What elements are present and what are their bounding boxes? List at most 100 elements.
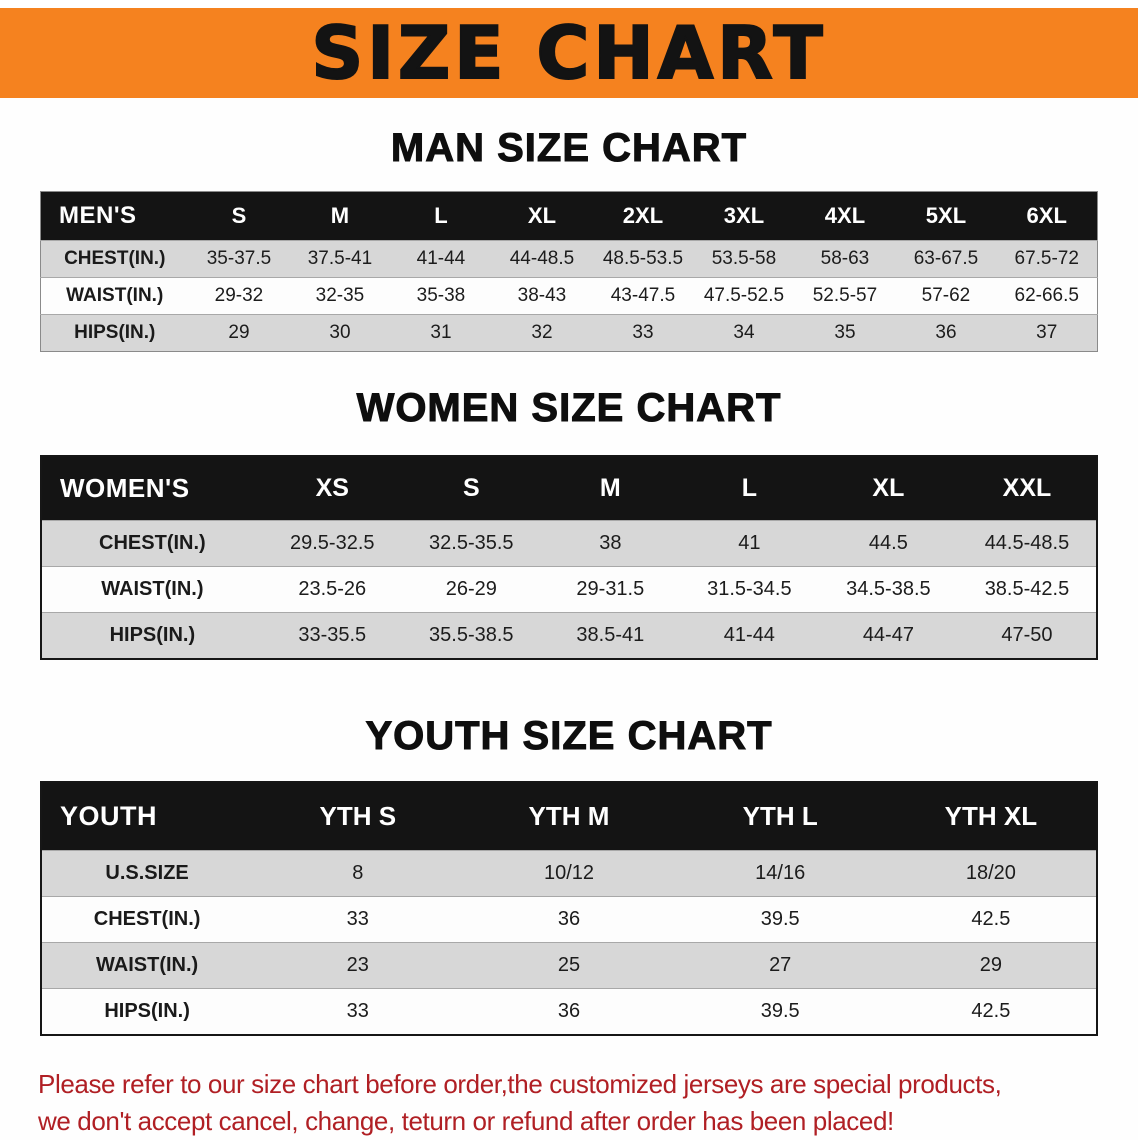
- size-value-cell: 38.5-41: [576, 624, 645, 646]
- size-header-cell: S: [401, 456, 541, 521]
- size-value-cell: 52.5-57: [812, 285, 878, 306]
- size-value-cell: 25: [557, 954, 581, 976]
- size-chart-page: SIZE CHART MAN SIZE CHART MEN'S S M L XL 2XL 3…: [0, 8, 1138, 1140]
- size-value-cell: 36: [557, 908, 581, 930]
- size-value-cell: 29: [228, 322, 250, 343]
- size-header-cell: 3XL: [693, 191, 795, 241]
- size-value-cell: 31.5-34.5: [707, 578, 792, 600]
- size-value-cell: 14/16: [755, 862, 806, 884]
- size-value-cell: 41-44: [723, 624, 775, 646]
- notice-line-2: we don't accept cancel, change, teturn o…: [38, 1105, 894, 1136]
- size-value-cell: 57-62: [921, 285, 971, 306]
- header-row: MEN'S S M L XL 2XL 3XL 4XL 5XL 6XL: [40, 191, 1098, 241]
- size-header-cell: XXL: [957, 456, 1097, 521]
- size-value-cell: 39.5: [760, 1000, 800, 1022]
- table-title-cell: MEN'S: [40, 191, 189, 241]
- size-value-cell: 62-66.5: [1014, 285, 1079, 306]
- size-value-cell: 53.5-58: [711, 248, 777, 269]
- size-header-cell: XL: [818, 456, 958, 521]
- size-value-cell: 33-35.5: [298, 624, 367, 646]
- size-value-cell: 23: [346, 954, 369, 976]
- size-value-cell: 41-44: [416, 248, 466, 269]
- header-row: WOMEN'S XS S M L XL XXL: [41, 456, 1097, 521]
- size-header-cell: XS: [262, 456, 402, 521]
- row-label-cell: HIPS(IN.): [74, 322, 156, 343]
- row-label-cell: CHEST(IN.): [64, 248, 166, 269]
- size-header-cell: XL: [491, 191, 593, 241]
- size-value-cell: 42.5: [971, 908, 1011, 930]
- row-label-cell: WAIST(IN.): [101, 578, 204, 600]
- size-value-cell: 37.5-41: [307, 248, 373, 269]
- size-value-cell: 32: [531, 322, 553, 343]
- size-value-cell: 27: [769, 954, 792, 976]
- size-value-cell: 48.5-53.5: [602, 248, 684, 269]
- size-value-cell: 36: [935, 322, 957, 343]
- charts-area: MAN SIZE CHART MEN'S S M L XL 2XL 3XL 4XL 5XL 6XL…: [0, 128, 1138, 1036]
- size-value-cell: 33: [346, 1000, 369, 1022]
- size-value-cell: 67.5-72: [1014, 248, 1079, 269]
- size-value-cell: 8: [352, 862, 364, 884]
- size-value-cell: 26-29: [445, 578, 497, 600]
- section-youth: YOUTH SIZE CHART YOUTH YTH S YTH M YTH L YTH…: [0, 716, 1138, 1036]
- size-value-cell: 10/12: [543, 862, 595, 884]
- measurement-row: CHEST(IN.) 35-37.5 37.5-41 41-44 44-48.5 48.5…: [40, 240, 1098, 278]
- size-value-cell: 29: [979, 954, 1003, 976]
- row-label-cell: HIPS(IN.): [109, 624, 196, 646]
- size-value-cell: 43-47.5: [610, 285, 676, 306]
- size-header-cell: S: [188, 191, 290, 241]
- size-header-cell: M: [540, 456, 680, 521]
- size-value-cell: 41: [738, 532, 761, 554]
- measurement-row: HIPS(IN.) 29 30 31 32 33 34 35 36 37: [40, 314, 1098, 352]
- measurement-row: HIPS(IN.) 33-35.5 35.5-38.5 38.5-41 41-44 44-…: [41, 612, 1097, 659]
- size-value-cell: 37: [1036, 322, 1058, 343]
- size-value-cell: 33: [632, 322, 654, 343]
- notice-line-1: Please refer to our size chart before or…: [38, 1069, 1002, 1099]
- title-banner: SIZE CHART: [0, 8, 1138, 98]
- section-women: WOMEN SIZE CHART WOMEN'S XS S M L XL XXL CHEST(…: [0, 388, 1138, 660]
- youth-size-table: YOUTH YTH S YTH M YTH L YTH XL U.S.SIZE 8 10/12…: [40, 781, 1098, 1036]
- size-value-cell: 38-43: [517, 285, 567, 306]
- size-value-cell: 36: [557, 1000, 581, 1022]
- women-size-table: WOMEN'S XS S M L XL XXL CHEST(IN.) 29.5-32.5 32.5…: [40, 455, 1098, 660]
- size-value-cell: 42.5: [971, 1000, 1011, 1022]
- size-value-cell: 29.5-32.5: [290, 532, 375, 554]
- row-label-cell: CHEST(IN.): [93, 908, 201, 930]
- size-value-cell: 38: [599, 532, 622, 554]
- size-value-cell: 44.5-48.5: [984, 532, 1070, 554]
- size-value-cell: 44-48.5: [509, 248, 575, 269]
- men-size-table: MEN'S S M L XL 2XL 3XL 4XL 5XL 6XL CHEST(IN.) 35-37…: [40, 191, 1098, 352]
- size-value-cell: 35-37.5: [206, 248, 272, 269]
- men-section-heading: MAN SIZE CHART: [390, 126, 748, 170]
- size-value-cell: 31: [430, 322, 452, 343]
- order-notice: Please refer to our size chart before or…: [38, 1066, 1138, 1140]
- size-value-cell: 33: [346, 908, 369, 930]
- page-title: SIZE CHART: [310, 10, 827, 96]
- size-header-cell: 2XL: [592, 191, 694, 241]
- size-value-cell: 18/20: [965, 862, 1016, 884]
- measurement-row: CHEST(IN.) 33 36 39.5 42.5: [41, 896, 1097, 943]
- size-value-cell: 29-31.5: [576, 578, 645, 600]
- size-value-cell: 35-38: [416, 285, 466, 306]
- section-men: MAN SIZE CHART MEN'S S M L XL 2XL 3XL 4XL 5XL 6XL…: [0, 128, 1138, 352]
- table-title-cell: WOMEN'S: [41, 456, 263, 521]
- size-value-cell: 32.5-35.5: [429, 532, 514, 554]
- row-label-cell: WAIST(IN.): [95, 954, 199, 976]
- size-value-cell: 23.5-26: [298, 578, 367, 600]
- measurement-row: U.S.SIZE 8 10/12 14/16 18/20: [41, 850, 1097, 897]
- row-label-cell: WAIST(IN.): [66, 285, 164, 306]
- size-header-cell: YTH S: [252, 782, 464, 851]
- size-value-cell: 35: [834, 322, 856, 343]
- size-value-cell: 39.5: [760, 908, 800, 930]
- size-value-cell: 34.5-38.5: [846, 578, 931, 600]
- size-value-cell: 47-50: [1001, 624, 1053, 646]
- women-section-heading: WOMEN SIZE CHART: [356, 386, 782, 430]
- row-label-cell: U.S.SIZE: [105, 862, 189, 884]
- youth-section-heading: YOUTH SIZE CHART: [365, 714, 773, 758]
- table-title-cell: YOUTH: [41, 782, 253, 851]
- measurement-row: WAIST(IN.) 23 25 27 29: [41, 942, 1097, 989]
- size-header-cell: L: [390, 191, 492, 241]
- measurement-row: WAIST(IN.) 23.5-26 26-29 29-31.5 31.5-34.5 34…: [41, 566, 1097, 613]
- size-header-cell: 4XL: [794, 191, 896, 241]
- row-label-cell: HIPS(IN.): [104, 1000, 190, 1022]
- measurement-row: CHEST(IN.) 29.5-32.5 32.5-35.5 38 41 44.5 44.5…: [41, 520, 1097, 567]
